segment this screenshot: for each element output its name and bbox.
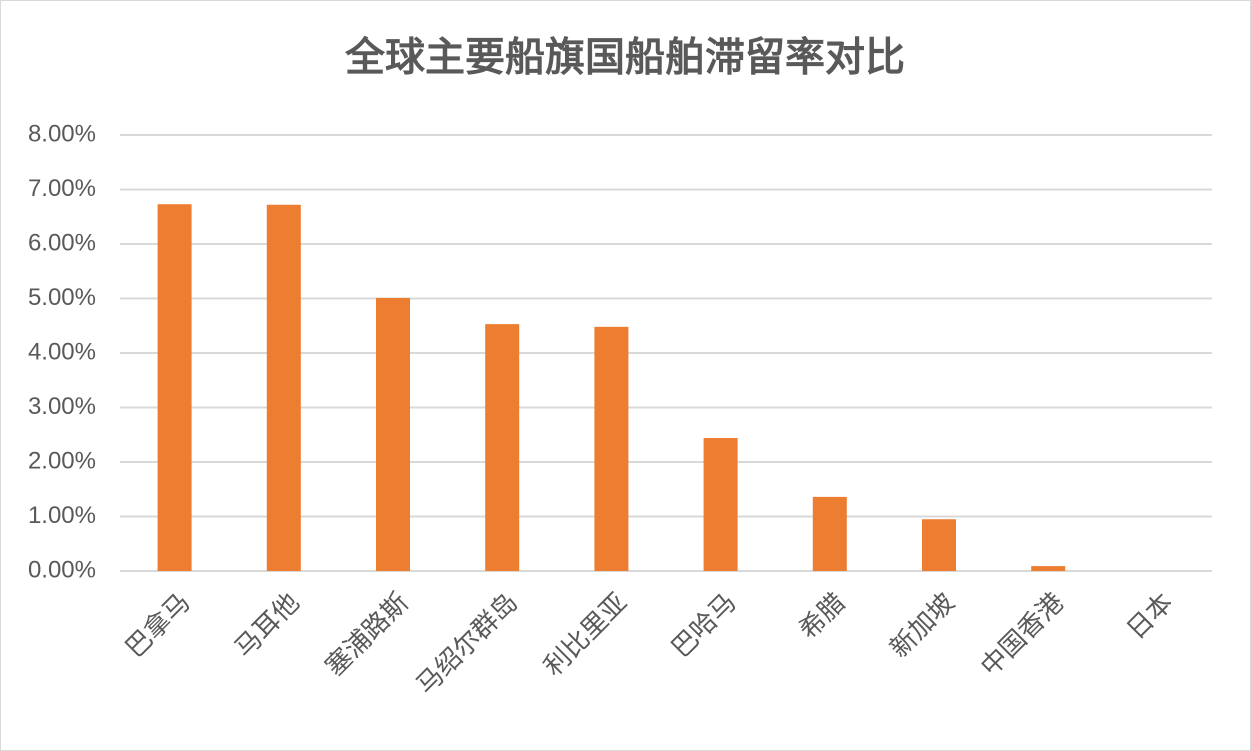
bar	[266, 204, 301, 571]
bar	[594, 326, 629, 571]
bar	[485, 324, 520, 571]
y-tick-label: 5.00%	[28, 284, 96, 311]
y-tick-label: 4.00%	[28, 338, 96, 365]
bar	[1031, 566, 1066, 571]
bar	[157, 204, 192, 571]
bar	[812, 496, 847, 571]
y-tick-label: 8.00%	[28, 120, 96, 147]
y-tick-label: 7.00%	[28, 175, 96, 202]
bar	[703, 438, 738, 571]
bar	[376, 297, 410, 571]
bar	[922, 519, 956, 571]
y-tick-label: 2.00%	[28, 447, 96, 474]
y-tick-label: 3.00%	[28, 393, 96, 420]
chart-title: 全球主要船旗国船舶滞留率对比	[344, 35, 905, 80]
y-tick-label: 0.00%	[28, 556, 96, 583]
y-tick-label: 1.00%	[28, 502, 96, 529]
y-tick-label: 6.00%	[28, 229, 96, 256]
